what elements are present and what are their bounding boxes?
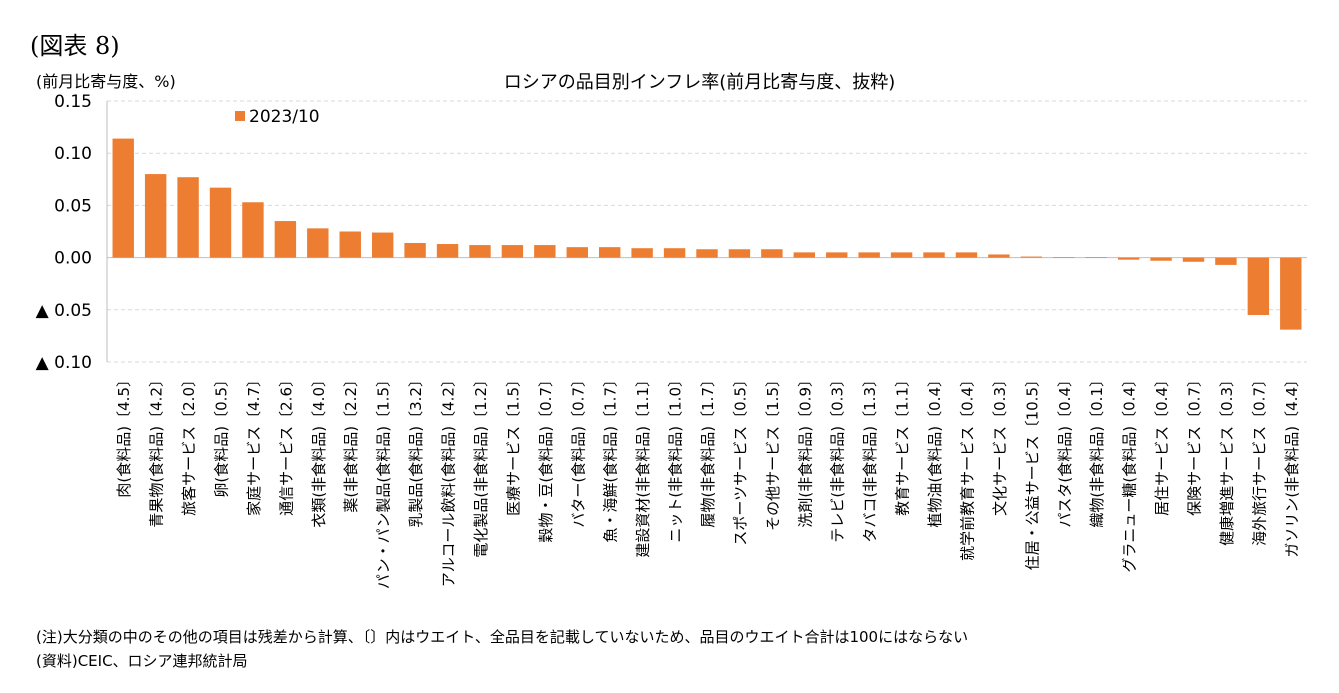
bar: [1117, 257, 1140, 260]
x-tick-label: グラニュー糖(食料品)〔0.4〕: [1121, 372, 1139, 573]
bar-chart: 0.15 0.10 0.05 0.00 ▲ 0.05 ▲ 0.10 肉(食料品)〔4.5〕…: [36, 92, 1307, 589]
figure-label: (図表 8): [30, 32, 120, 60]
x-tick-label: スポーツサービス〔0.5〕: [731, 372, 749, 546]
bar: [209, 187, 232, 258]
bar: [436, 244, 459, 258]
x-tick-label: 住居・公益サービス〔10.5〕: [1023, 372, 1041, 570]
bar: [793, 252, 815, 258]
bar: [890, 252, 913, 258]
source-note: (資料)CEIC、ロシア連邦統計局: [36, 652, 248, 670]
x-tick-label: ニット(非食料品)〔1.0〕: [667, 372, 685, 543]
bar: [339, 231, 361, 258]
x-tick-label: バター(食料品)〔0.7〕: [569, 372, 587, 528]
x-tick-label: パスタ(食料品)〔0.4〕: [1056, 372, 1074, 528]
bar: [728, 249, 751, 258]
y-tick-label: 0.10: [54, 144, 92, 164]
bar: [566, 247, 588, 258]
x-tick-label: 植物油(食料品)〔0.4〕: [926, 372, 944, 528]
x-tick-label: テレビ(非食料品)〔0.3〕: [829, 372, 847, 543]
legend-label: 2023/10: [249, 107, 320, 127]
bar: [631, 248, 653, 258]
bar: [1150, 257, 1172, 261]
bar: [469, 245, 491, 258]
bar: [307, 228, 329, 258]
x-tick-label: ガソリン(非食料品)〔4.4〕: [1283, 372, 1301, 558]
bar: [1247, 257, 1270, 316]
x-tick-label: 青果物(食料品)〔4.2〕: [148, 372, 166, 528]
x-tick-label: アルコール飲料(食料品)〔4.2〕: [440, 372, 458, 587]
x-tick-label: 洗剤(非食料品)〔0.9〕: [796, 372, 814, 528]
x-tick-label: パン・パン製品(食料品)〔1.5〕: [375, 372, 393, 589]
bar: [826, 252, 848, 258]
footnote: (注)大分類の中のその他の項目は残差から計算、〔〕内はウエイト、全品目を記載して…: [36, 628, 969, 646]
bar: [1085, 257, 1107, 258]
x-tick-label: その他サービス〔1.5〕: [764, 372, 782, 531]
x-tick-label: 電化製品(非食料品)〔1.2〕: [472, 372, 490, 558]
y-tick-label: 0.15: [54, 92, 92, 112]
x-tick-label: 居住サービス〔0.4〕: [1153, 372, 1171, 516]
bar: [1280, 257, 1302, 330]
bar: [858, 252, 880, 258]
bar: [144, 174, 167, 258]
bar: [404, 242, 426, 258]
x-tick-label: 肉(食料品)〔4.5〕: [115, 372, 133, 498]
x-tick-label: 通信サービス〔2.6〕: [277, 372, 295, 516]
legend: 2023/10: [235, 107, 320, 127]
bar: [1182, 257, 1205, 262]
bar: [599, 247, 621, 258]
y-tick-label: ▲ 0.05: [36, 301, 92, 321]
x-tick-label: 旅客サービス〔2.0〕: [180, 372, 198, 516]
bar: [1020, 256, 1043, 258]
bar: [371, 232, 394, 258]
x-tick-label: 穀物・豆(食料品)〔0.7〕: [537, 372, 555, 543]
bar: [274, 221, 297, 258]
y-tick-label: 0.05: [54, 196, 92, 216]
y-tick-labels: 0.15 0.10 0.05 0.00 ▲ 0.05 ▲ 0.10: [36, 92, 92, 373]
x-tick-label: 建設資材(非食料品)〔1.1〕: [634, 372, 652, 558]
x-tick-label: 薬(非食料品)〔2.2〕: [342, 372, 360, 513]
y-tick-label: ▲ 0.10: [36, 353, 92, 373]
gridlines: [107, 100, 1307, 363]
x-tick-label: 教育サービス〔1.1〕: [894, 372, 912, 516]
bar: [534, 245, 556, 258]
bar: [242, 202, 264, 258]
x-tick-label: 履物(非食料品)〔1.7〕: [699, 372, 717, 528]
chart-title: ロシアの品目別インフレ率(前月比寄与度、抜粋): [503, 72, 896, 93]
bar: [761, 249, 783, 258]
x-tick-label: 保険サービス〔0.7〕: [1185, 372, 1203, 516]
x-tick-label: 乳製品(食料品)〔3.2〕: [407, 372, 425, 528]
bar: [955, 252, 978, 258]
x-tick-label: 文化サービス〔0.3〕: [991, 372, 1009, 516]
y-tick-label: 0.00: [54, 249, 92, 269]
bar: [988, 254, 1010, 258]
bar: [1053, 257, 1075, 258]
x-tick-label: 卵(食料品)〔0.5〕: [213, 372, 231, 498]
bar: [177, 177, 199, 258]
x-tick-labels: 肉(食料品)〔4.5〕 青果物(食料品)〔4.2〕 旅客サービス〔2.0〕 卵(食料品…: [115, 372, 1301, 589]
bars: [112, 138, 1302, 330]
x-tick-label: 衣類(非食料品)〔4.0〕: [310, 372, 328, 528]
x-tick-label: タバコ(非食料品)〔1.3〕: [861, 372, 879, 543]
y-axis-unit-label: (前月比寄与度、%): [36, 72, 176, 91]
bar: [112, 138, 134, 258]
x-tick-label: 魚・海鮮(食料品)〔1.7〕: [602, 372, 620, 543]
bar: [923, 252, 945, 258]
x-tick-label: 健康増進サービス〔0.3〕: [1218, 372, 1236, 546]
x-tick-label: 家庭サービス〔4.7〕: [245, 372, 263, 516]
bar: [1215, 257, 1237, 265]
legend-swatch: [235, 111, 245, 121]
bar: [663, 248, 686, 258]
bar: [501, 245, 524, 258]
bar: [696, 249, 718, 258]
x-tick-label: 織物(非食料品)〔0.1〕: [1088, 372, 1106, 528]
x-tick-label: 医療サービス〔1.5〕: [504, 372, 522, 516]
x-tick-label: 海外旅行サービス〔0.7〕: [1250, 372, 1268, 546]
x-tick-label: 就学前教育サービス〔0.4〕: [958, 372, 976, 561]
